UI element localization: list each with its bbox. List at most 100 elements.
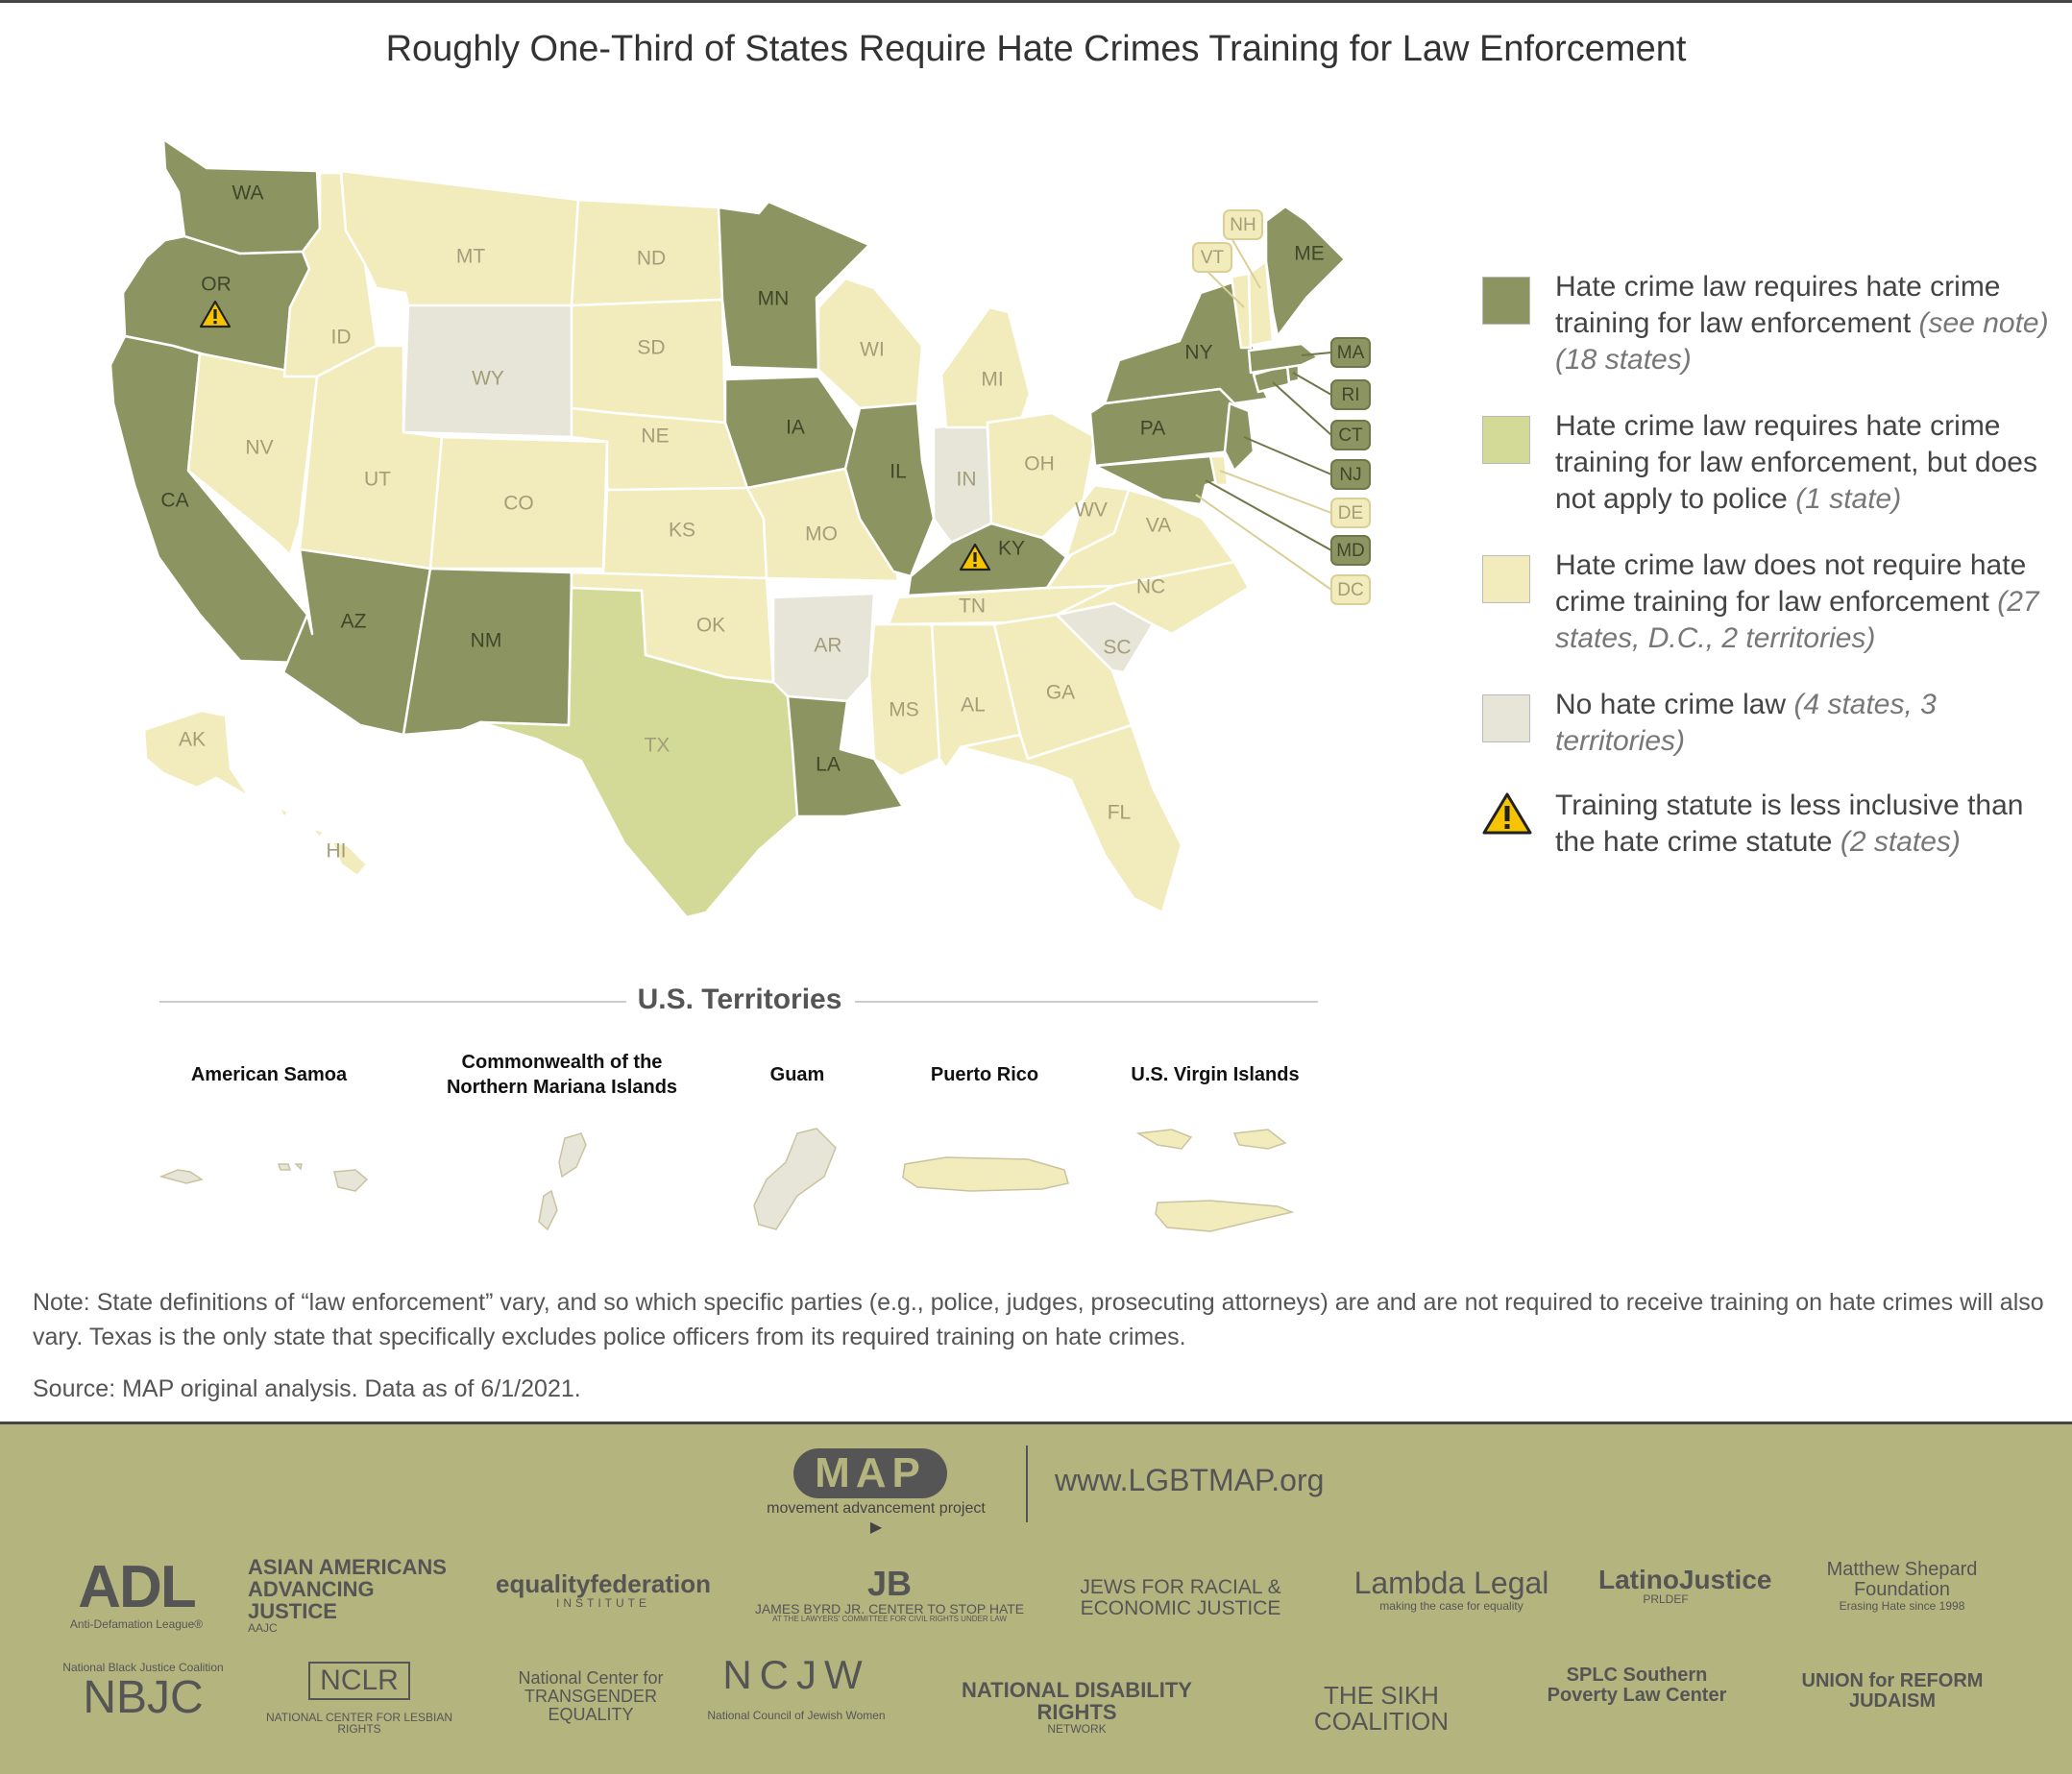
- state-label-pa: PA: [1140, 418, 1165, 440]
- legend-label: Training statute is less inclusive than …: [1555, 790, 2024, 858]
- state-de: [1208, 454, 1230, 487]
- state-label-id: ID: [331, 327, 352, 349]
- top-rule: [0, 0, 2072, 3]
- state-label-ri: RI: [1342, 385, 1360, 405]
- legend-label: Hate crime law requires hate crime train…: [1555, 410, 2037, 515]
- state-fl: [959, 723, 1183, 914]
- partner-name: JAMES BYRD JR. CENTER TO STOP HATE: [754, 1600, 1025, 1616]
- partner-logo-sikh-coalition: THE SIKH COALITION: [1266, 1682, 1497, 1736]
- partner-sub: Erasing Hate since 1998: [1839, 1599, 1965, 1613]
- state-box-dc: [1330, 574, 1371, 605]
- state-label-al: AL: [961, 694, 986, 717]
- state-label-dc: DC: [1337, 580, 1363, 600]
- legend-label: Hate crime law does not require hate cri…: [1555, 549, 2027, 618]
- state-label-me: ME: [1294, 243, 1325, 265]
- partner-sub: making the case for equality: [1379, 1598, 1524, 1613]
- territory-name-puerto-rico: Puerto Rico: [930, 1064, 1039, 1085]
- legend-note: (4 states, 3 territories): [1555, 689, 1937, 757]
- partner-logo-ndrn: NATIONAL DISABILITY RIGHTS NETWORK: [928, 1679, 1226, 1736]
- state-label-la: LA: [816, 754, 841, 776]
- footer-divider: [1026, 1446, 1028, 1522]
- legend-note: (see note) (18 states): [1555, 307, 2049, 376]
- note-text: Note: State definitions of “law enforcem…: [33, 1289, 2044, 1350]
- partner-sub: INSTITUTE: [556, 1596, 650, 1611]
- legend-swatch-requires-not-police: [1482, 416, 1530, 464]
- territory-name-virgin-islands: U.S. Virgin Islands: [1131, 1064, 1300, 1085]
- state-label-ia: IA: [786, 417, 805, 439]
- legend-swatch-requires: [1482, 277, 1530, 325]
- source-text: Source: MAP original analysis. Data as o…: [33, 1375, 581, 1402]
- state-label-nv: NV: [245, 437, 273, 459]
- partner-sub: Anti-Defamation League®: [69, 1617, 204, 1632]
- partner-logo-aajc: ASIAN AMERICANS ADVANCING JUSTICE AAJC: [248, 1556, 450, 1635]
- territory-shape-4: [1135, 1129, 1295, 1232]
- state-label-oh: OH: [1024, 453, 1055, 475]
- warning-triangle-icon: [959, 543, 991, 571]
- state-vt: [1230, 272, 1253, 350]
- territory-name-northern-mariana: Commonwealth of the Northern Mariana Isl…: [446, 1052, 678, 1098]
- territories-title: U.S. Territories: [637, 984, 842, 1015]
- state-label-nh: NH: [1230, 215, 1255, 235]
- legend-swatch-no-law: [1482, 694, 1530, 742]
- state-box-ct: [1330, 420, 1371, 450]
- state-nh: [1247, 259, 1275, 348]
- partner-sub: AT THE LAWYERS' COMMITTEE FOR CIVIL RIGH…: [772, 1615, 1007, 1624]
- state-label-wa: WA: [232, 182, 263, 205]
- state-label-vt: VT: [1201, 248, 1225, 268]
- state-label-tn: TN: [959, 595, 986, 618]
- state-label-mo: MO: [805, 523, 838, 546]
- partner-name: Matthew Shepard Foundation: [1826, 1559, 1978, 1600]
- state-mt: [339, 169, 580, 307]
- leader-line-dc: [1195, 494, 1332, 591]
- state-label-co: CO: [503, 493, 534, 515]
- partner-logo-byrd-center: JB JAMES BYRD JR. CENTER TO STOP HATE AT…: [745, 1566, 1034, 1624]
- partner-name: NBJC: [83, 1671, 204, 1723]
- partner-name: ADL: [78, 1554, 196, 1620]
- page-title: Roughly One-Third of States Require Hate…: [385, 29, 1687, 69]
- state-tx: [478, 586, 799, 919]
- state-box-ma: [1330, 337, 1371, 368]
- state-box-ri: [1330, 379, 1371, 410]
- partner-name: LatinoJustice: [1598, 1565, 1772, 1594]
- partner-logo-equality-federation: equalityfederation INSTITUTE: [478, 1569, 728, 1611]
- territories-rule-left: [159, 1001, 626, 1003]
- territories-rule-right: [855, 1001, 1318, 1003]
- state-label-mi: MI: [981, 369, 1003, 391]
- partner-name: SPLC Southern Poverty Law Center: [1547, 1665, 1727, 1706]
- state-label-ak: AK: [179, 729, 206, 751]
- state-ak: [142, 709, 252, 799]
- us-map: WA OR CA NV ID MT WY UT CO AZ NM ND SD NE KS OK TX MN IA MO…: [109, 137, 1371, 1232]
- warning-triangle-icon: [199, 300, 232, 328]
- leader-line-ma: [1301, 352, 1332, 356]
- state-la: [786, 694, 905, 818]
- state-wi: [817, 277, 924, 410]
- leader-line-de: [1219, 470, 1332, 514]
- state-box-vt: [1192, 242, 1232, 273]
- state-label-fl: FL: [1108, 802, 1132, 824]
- state-label-hi: HI: [327, 840, 347, 863]
- partner-logo-jfrej: JEWS FOR RACIAL & ECONOMIC JUSTICE: [1060, 1576, 1301, 1619]
- leader-line-md: [1205, 479, 1332, 551]
- partner-name: Lambda Legal: [1353, 1566, 1549, 1600]
- state-label-de: DE: [1338, 503, 1363, 523]
- state-mi: [939, 305, 1032, 429]
- legend-swatch-does-not-require: [1482, 555, 1530, 603]
- state-label-ca: CA: [160, 490, 188, 512]
- state-label-tx: TX: [645, 735, 670, 757]
- state-label-wy: WY: [472, 368, 504, 390]
- map-url-link[interactable]: www.LGBTMAP.org: [1055, 1463, 1325, 1497]
- leader-line-nj: [1243, 436, 1332, 475]
- state-label-ar: AR: [814, 635, 841, 657]
- state-label-sc: SC: [1103, 637, 1131, 659]
- partner-sub: National Council of Jewish Women: [707, 1709, 886, 1723]
- state-label-wv: WV: [1075, 499, 1108, 522]
- partner-logo-lambda-legal: Lambda Legal making the case for equalit…: [1331, 1567, 1572, 1612]
- state-label-ne: NE: [641, 425, 669, 448]
- state-label-nd: ND: [637, 248, 666, 270]
- partner-name: equalityfederation: [496, 1569, 711, 1598]
- legend-label: No hate crime law: [1555, 689, 1787, 720]
- state-label-ks: KS: [669, 520, 695, 542]
- state-label-sd: SD: [637, 337, 665, 359]
- leader-line-ri: [1292, 372, 1332, 396]
- state-hi: [277, 805, 369, 878]
